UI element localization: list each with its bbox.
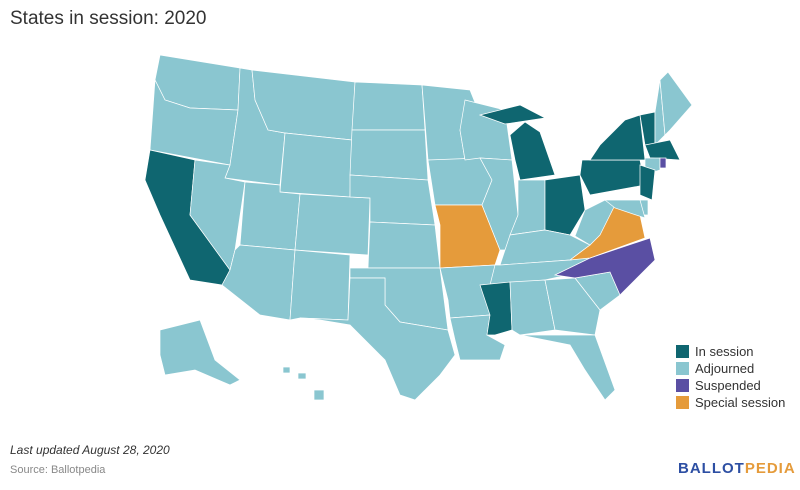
state-nj bbox=[639, 164, 656, 201]
state-mt bbox=[251, 69, 356, 141]
state-mi bbox=[509, 121, 556, 181]
state-tx bbox=[299, 277, 456, 401]
state-al bbox=[509, 279, 556, 336]
legend-label: Adjourned bbox=[695, 361, 755, 376]
state-ma bbox=[644, 139, 681, 161]
logo-part1: BALLOT bbox=[678, 460, 745, 477]
state-co bbox=[294, 193, 371, 256]
state-hi bbox=[297, 372, 307, 380]
state-fl bbox=[519, 334, 616, 401]
legend-swatch bbox=[676, 345, 689, 358]
map-title: States in session: 2020 bbox=[10, 8, 207, 29]
legend-label: Special session bbox=[695, 395, 786, 410]
legend-label: In session bbox=[695, 344, 754, 359]
state-nd bbox=[351, 81, 426, 131]
ballotpedia-logo: BALLOTPEDIA bbox=[678, 460, 796, 477]
state-hi bbox=[313, 389, 325, 401]
state-ak bbox=[159, 319, 241, 386]
legend-item-in-session: In session bbox=[676, 343, 785, 360]
state-hi bbox=[282, 366, 291, 374]
legend-item-adjourned: Adjourned bbox=[676, 360, 785, 377]
state-oh bbox=[544, 174, 586, 236]
legend-swatch bbox=[676, 396, 689, 409]
source-note: Source: Ballotpedia bbox=[10, 464, 106, 476]
legend-item-suspended: Suspended bbox=[676, 377, 785, 394]
state-mi bbox=[478, 104, 547, 125]
logo-part2: PEDIA bbox=[744, 460, 796, 477]
state-il bbox=[479, 157, 519, 251]
legend: In session Adjourned Suspended Special s… bbox=[676, 343, 785, 411]
state-ia bbox=[427, 157, 493, 206]
state-ga bbox=[544, 277, 601, 336]
state-ny bbox=[589, 114, 646, 161]
legend-item-special-session: Special session bbox=[676, 394, 785, 411]
state-nm bbox=[289, 249, 351, 321]
legend-swatch bbox=[676, 362, 689, 375]
state-md bbox=[604, 199, 646, 219]
state-me bbox=[659, 71, 693, 136]
legend-swatch bbox=[676, 379, 689, 392]
state-wy bbox=[279, 132, 353, 198]
state-pa bbox=[579, 159, 646, 196]
state-ri bbox=[659, 157, 667, 169]
state-sd bbox=[349, 129, 429, 181]
state-ks bbox=[367, 221, 441, 269]
last-updated: Last updated August 28, 2020 bbox=[10, 443, 170, 457]
legend-label: Suspended bbox=[695, 378, 761, 393]
state-nv bbox=[189, 159, 246, 271]
